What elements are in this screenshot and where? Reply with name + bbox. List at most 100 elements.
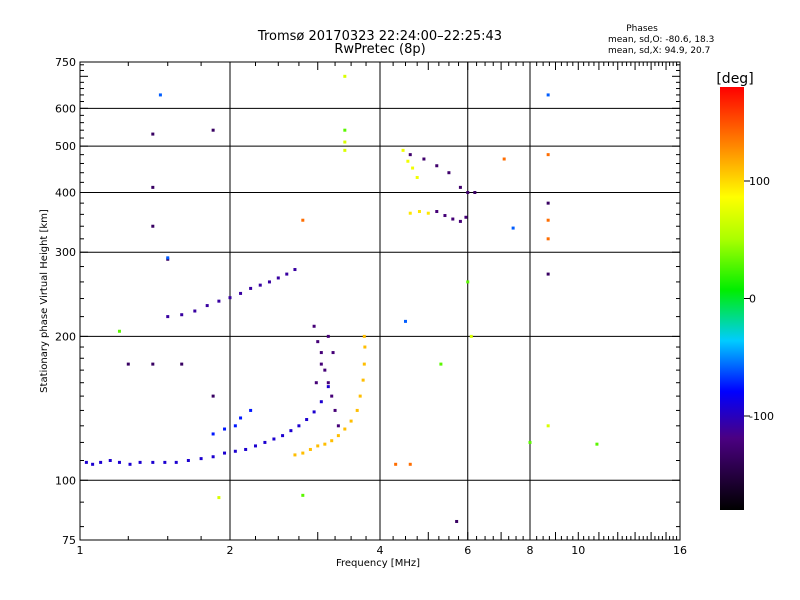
y-tick-label: 300 (55, 246, 76, 259)
data-point (151, 362, 155, 366)
data-point (297, 424, 301, 428)
data-point (151, 460, 155, 464)
stats-heading: Phases (626, 24, 658, 34)
data-point (316, 444, 320, 448)
axis-ticks (79, 62, 680, 540)
x-tick-label: 6 (464, 544, 471, 557)
data-point (239, 291, 243, 295)
data-point (435, 164, 439, 168)
data-point (293, 453, 297, 457)
data-point (138, 460, 142, 464)
data-point (361, 378, 365, 382)
colorbar-tick-label: 0 (749, 293, 756, 306)
data-point (151, 224, 155, 228)
y-tick-label: 750 (55, 56, 76, 69)
x-tick-label: 8 (527, 544, 534, 557)
x-tick-label: 1 (77, 544, 84, 557)
data-point (289, 429, 293, 433)
data-point (228, 296, 232, 300)
data-point (408, 462, 412, 466)
data-point (276, 276, 280, 280)
data-point (330, 439, 334, 443)
data-point (362, 334, 366, 338)
data-point (443, 214, 447, 218)
data-point (84, 460, 88, 464)
data-point (422, 157, 426, 161)
data-point (358, 394, 362, 398)
y-tick-labels: 75 100 200 300 400 500 600 750 (55, 56, 76, 547)
data-point (99, 460, 103, 464)
data-point (326, 385, 330, 389)
data-point (316, 340, 320, 344)
data-point (186, 458, 190, 462)
data-point (546, 424, 550, 428)
data-point (249, 286, 253, 290)
data-point (166, 256, 170, 260)
colorbar (720, 87, 744, 510)
stats-x-mode: mean, sd,X: 94.9, 20.7 (608, 46, 710, 56)
x-tick-label: 10 (571, 544, 585, 557)
data-point (511, 226, 515, 230)
x-tick-label: 4 (377, 544, 384, 557)
data-point (293, 268, 297, 272)
y-axis-label: Stationary phase Virtual Height [km] (39, 209, 50, 393)
data-point (223, 451, 227, 455)
data-point (326, 334, 330, 338)
chart-title-line1: Tromsø 20170323 22:24:00–22:25:43 (257, 29, 502, 44)
data-point (258, 283, 262, 287)
data-point (343, 74, 347, 78)
data-point (394, 462, 398, 466)
data-point (415, 175, 419, 179)
y-tick-label: 75 (62, 534, 76, 547)
data-point (217, 299, 221, 303)
data-point (466, 190, 470, 194)
data-point (319, 351, 323, 355)
data-point (447, 171, 451, 175)
data-point (217, 496, 221, 500)
data-point (249, 408, 253, 412)
data-point (281, 434, 285, 438)
data-point (406, 159, 410, 163)
data-point (408, 153, 412, 157)
data-point (451, 217, 455, 221)
data-point (464, 215, 468, 219)
data-point (355, 408, 359, 412)
data-point (174, 460, 178, 464)
data-point (301, 451, 305, 455)
data-point (546, 153, 550, 157)
data-points (84, 74, 599, 523)
y-tick-label: 400 (55, 186, 76, 199)
data-point (417, 210, 421, 214)
data-point (199, 457, 203, 461)
data-point (595, 442, 599, 446)
x-tick-labels: 1 2 4 6 8 10 16 (77, 544, 688, 557)
data-point (314, 381, 318, 385)
data-point (166, 315, 170, 319)
data-point (305, 418, 309, 422)
x-axis-label: Frequency [MHz] (336, 558, 420, 569)
data-point (426, 211, 430, 215)
data-point (267, 280, 271, 284)
y-tick-label: 100 (55, 474, 76, 487)
data-point (151, 132, 155, 136)
data-point (223, 427, 227, 431)
data-point (108, 458, 112, 462)
data-point (285, 272, 289, 276)
grid-lines (80, 62, 680, 540)
data-point (233, 449, 237, 453)
data-point (326, 381, 330, 385)
data-point (343, 148, 347, 152)
data-point (233, 424, 237, 428)
data-point (163, 460, 167, 464)
data-point (158, 93, 162, 97)
data-point (546, 272, 550, 276)
data-point (435, 210, 439, 214)
data-point (439, 362, 443, 366)
colorbar-label: [deg] (716, 71, 753, 87)
data-point (469, 334, 473, 338)
data-point (331, 351, 335, 355)
data-point (151, 185, 155, 189)
data-point (308, 447, 312, 451)
data-point (301, 493, 305, 497)
